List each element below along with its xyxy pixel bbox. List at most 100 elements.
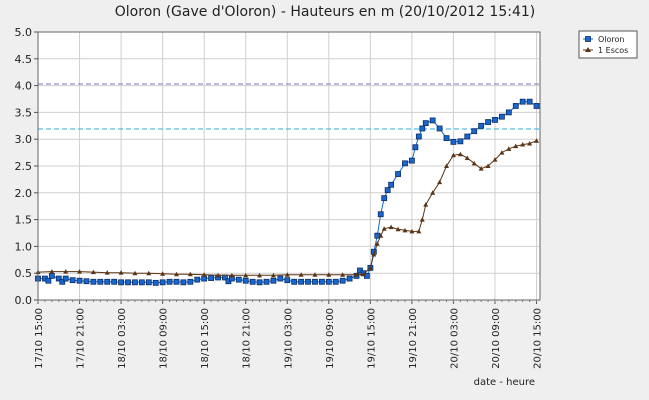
data-point bbox=[513, 143, 519, 149]
y-tick-label: 4.0 bbox=[15, 80, 33, 93]
data-point bbox=[152, 279, 159, 286]
data-point bbox=[346, 275, 353, 282]
y-tick-label: 3.0 bbox=[15, 133, 33, 146]
data-point bbox=[512, 103, 519, 109]
data-point bbox=[83, 278, 90, 285]
x-tick-label: 19/10 09:00 bbox=[325, 308, 336, 369]
data-point bbox=[429, 117, 436, 124]
data-point bbox=[249, 278, 256, 285]
data-point bbox=[63, 269, 69, 274]
data-point bbox=[419, 217, 425, 222]
y-tick-label: 5.0 bbox=[15, 26, 33, 39]
data-point bbox=[325, 278, 332, 285]
data-point bbox=[59, 278, 66, 285]
data-point bbox=[284, 272, 290, 277]
data-point bbox=[104, 278, 111, 285]
data-point bbox=[339, 277, 346, 284]
x-tick-label: 18/10 09:00 bbox=[159, 308, 170, 369]
legend: Oloron 1 Escos bbox=[578, 30, 638, 59]
data-point bbox=[242, 277, 249, 284]
data-point bbox=[416, 228, 422, 234]
data-point bbox=[318, 278, 325, 285]
data-point bbox=[243, 272, 249, 278]
data-point bbox=[201, 275, 208, 282]
x-tick-label: 19/10 15:00 bbox=[366, 308, 377, 369]
data-point bbox=[395, 226, 401, 232]
data-point bbox=[378, 233, 384, 238]
data-point bbox=[436, 125, 443, 132]
data-point bbox=[132, 279, 138, 286]
data-point bbox=[526, 98, 533, 105]
data-point bbox=[229, 272, 235, 278]
data-point bbox=[377, 211, 384, 218]
data-point bbox=[49, 269, 55, 274]
data-point bbox=[173, 271, 179, 277]
data-point bbox=[312, 278, 318, 285]
data-point bbox=[132, 270, 138, 276]
x-tick-label: 20/10 09:00 bbox=[491, 308, 502, 369]
data-point bbox=[388, 181, 395, 188]
x-tick-label: 17/10 15:00 bbox=[34, 308, 45, 369]
data-point bbox=[402, 227, 408, 233]
x-tick-label: 20/10 15:00 bbox=[533, 308, 544, 369]
threshold-lines bbox=[38, 83, 540, 130]
grid bbox=[38, 32, 540, 300]
data-point bbox=[298, 272, 304, 277]
data-point bbox=[471, 128, 478, 135]
data-point bbox=[257, 272, 263, 278]
series-layer bbox=[35, 98, 540, 286]
data-point bbox=[457, 138, 464, 145]
y-tick-label: 2.5 bbox=[15, 160, 33, 173]
data-point bbox=[104, 270, 110, 275]
data-point bbox=[118, 270, 124, 275]
y-tick-label: 1.0 bbox=[15, 240, 33, 253]
data-point bbox=[388, 224, 394, 230]
y-tick-label: 0.0 bbox=[15, 294, 33, 307]
x-tick-label: 18/10 03:00 bbox=[117, 308, 128, 369]
data-point bbox=[367, 265, 373, 270]
x-tick-label: 17/10 21:00 bbox=[76, 308, 87, 369]
data-point bbox=[402, 160, 408, 167]
data-point bbox=[464, 155, 470, 160]
data-point bbox=[118, 279, 124, 286]
data-point bbox=[443, 135, 450, 142]
data-point bbox=[76, 277, 83, 284]
data-point bbox=[409, 228, 415, 234]
data-point bbox=[533, 103, 540, 109]
data-point bbox=[499, 150, 505, 155]
data-point bbox=[125, 279, 131, 286]
legend-box bbox=[578, 30, 638, 59]
data-point bbox=[381, 226, 387, 231]
y-tick-label: 2.0 bbox=[15, 187, 33, 200]
data-point bbox=[520, 142, 526, 147]
data-point bbox=[326, 272, 332, 277]
data-point bbox=[256, 279, 263, 286]
data-point bbox=[360, 271, 366, 277]
data-point bbox=[519, 98, 526, 105]
data-point bbox=[145, 279, 152, 286]
data-point bbox=[450, 138, 457, 145]
y-axis: 0.0 0.5 1.0 1.5 2.0 2.5 3.0 3.5 4.0 4.5 5.0 bbox=[15, 26, 38, 307]
data-point bbox=[305, 278, 311, 285]
data-point bbox=[332, 278, 339, 285]
data-point bbox=[45, 277, 52, 284]
data-point bbox=[471, 160, 477, 166]
data-point bbox=[90, 269, 96, 275]
data-point bbox=[430, 190, 436, 195]
data-point bbox=[464, 133, 471, 140]
data-point bbox=[423, 202, 429, 207]
data-point bbox=[478, 166, 484, 171]
data-point bbox=[138, 279, 145, 286]
data-point bbox=[381, 195, 388, 202]
data-point bbox=[277, 275, 284, 282]
data-point bbox=[354, 272, 360, 277]
data-point bbox=[146, 270, 152, 276]
data-point bbox=[263, 278, 270, 285]
data-point bbox=[415, 133, 422, 140]
data-point bbox=[527, 140, 533, 146]
legend-square-icon bbox=[585, 36, 591, 42]
data-point bbox=[111, 278, 118, 285]
data-point bbox=[77, 269, 83, 274]
data-point bbox=[374, 241, 380, 246]
